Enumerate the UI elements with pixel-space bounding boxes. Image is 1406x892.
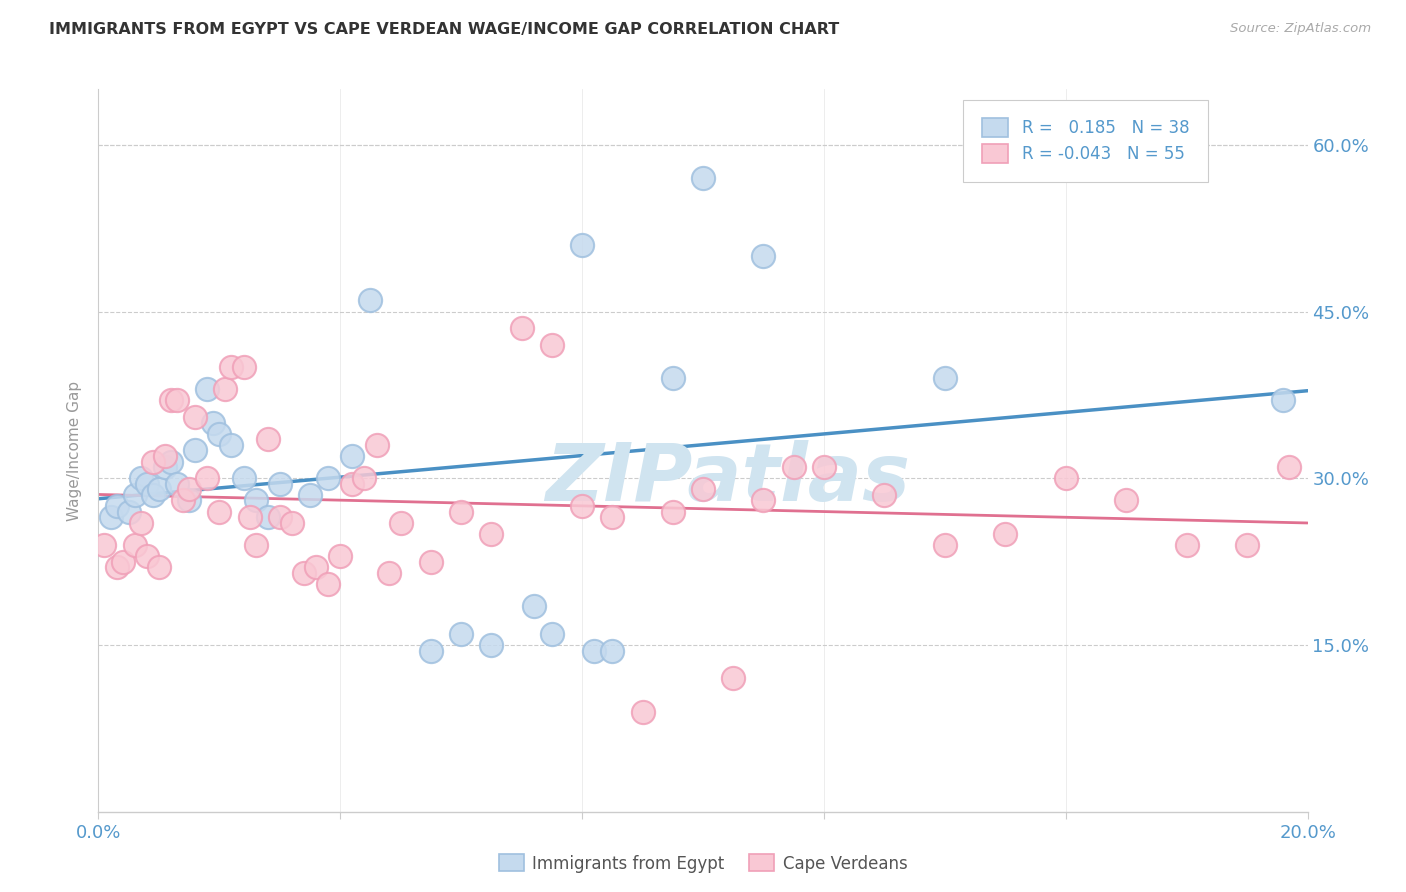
Point (129, 516, 152, 530)
Point (994, 526, 1017, 541)
Point (135, 549, 157, 563)
Point (342, 476, 364, 491)
Y-axis label: Wage/Income Gap: Wage/Income Gap (67, 380, 83, 521)
Point (360, 293, 382, 308)
Point (148, 483, 170, 497)
Point (142, 488, 165, 502)
Point (105, 560, 128, 574)
Point (934, 538, 956, 552)
Point (118, 505, 141, 519)
Point (1054, 471, 1077, 485)
Point (450, 505, 472, 519)
Point (232, 360, 254, 375)
Point (420, 643, 443, 657)
Point (166, 393, 188, 408)
Point (316, 471, 339, 485)
Point (184, 443, 207, 458)
Point (105, 499, 128, 513)
Point (1175, 538, 1198, 552)
Point (179, 493, 201, 508)
Point (752, 493, 775, 508)
Point (602, 510, 624, 524)
Text: ZIPatlas: ZIPatlas (544, 441, 910, 518)
Text: IMMIGRANTS FROM EGYPT VS CAPE VERDEAN WAGE/INCOME GAP CORRELATION CHART: IMMIGRANTS FROM EGYPT VS CAPE VERDEAN WA… (49, 22, 839, 37)
Point (148, 560, 170, 574)
Legend: Immigrants from Egypt, Cape Verdeans: Immigrants from Egypt, Cape Verdeans (492, 847, 914, 880)
Point (142, 454, 165, 468)
Point (377, 566, 399, 580)
Point (195, 471, 218, 485)
Point (661, 371, 683, 385)
Point (269, 476, 291, 491)
Point (214, 382, 236, 396)
Point (366, 438, 388, 452)
Point (135, 476, 157, 491)
Point (1236, 538, 1258, 552)
Point (510, 321, 533, 335)
Point (752, 249, 775, 263)
Point (631, 705, 654, 719)
Point (195, 382, 218, 396)
Point (160, 454, 183, 468)
Point (450, 627, 472, 641)
Point (783, 460, 806, 475)
Point (239, 510, 262, 524)
Point (221, 438, 243, 452)
Point (692, 171, 714, 186)
Point (269, 510, 291, 524)
Point (571, 237, 593, 252)
Point (160, 393, 183, 408)
Point (153, 460, 176, 475)
Point (571, 499, 593, 513)
Point (245, 538, 267, 552)
Point (129, 471, 152, 485)
Point (523, 599, 546, 613)
Point (661, 505, 683, 519)
Point (172, 493, 194, 508)
Point (124, 488, 146, 502)
Point (389, 516, 412, 530)
Point (292, 566, 315, 580)
Point (1272, 393, 1295, 408)
Point (602, 643, 624, 657)
Point (256, 433, 278, 447)
Point (299, 488, 322, 502)
Point (245, 493, 267, 508)
Point (232, 471, 254, 485)
Point (111, 555, 134, 569)
Point (934, 371, 956, 385)
Point (281, 516, 304, 530)
Point (93, 538, 115, 552)
Point (100, 510, 122, 524)
Text: Source: ZipAtlas.com: Source: ZipAtlas.com (1230, 22, 1371, 36)
Point (342, 449, 364, 463)
Point (873, 488, 896, 502)
Point (540, 338, 562, 352)
Point (481, 638, 503, 652)
Point (221, 360, 243, 375)
Point (1115, 493, 1137, 508)
Point (420, 555, 443, 569)
Point (124, 538, 146, 552)
Point (153, 449, 176, 463)
Point (202, 416, 225, 430)
Point (481, 526, 503, 541)
Point (179, 483, 201, 497)
Point (166, 476, 188, 491)
Point (692, 483, 714, 497)
Point (723, 671, 745, 685)
Point (329, 549, 352, 563)
Point (583, 643, 606, 657)
Point (540, 627, 562, 641)
Legend: R =   0.185   N = 38, R = -0.043   N = 55: R = 0.185 N = 38, R = -0.043 N = 55 (969, 104, 1202, 177)
Point (256, 510, 278, 524)
Point (316, 577, 339, 591)
Point (813, 460, 835, 475)
Point (353, 471, 375, 485)
Point (208, 426, 231, 441)
Point (1278, 460, 1301, 475)
Point (208, 505, 231, 519)
Point (305, 560, 328, 574)
Point (184, 410, 207, 425)
